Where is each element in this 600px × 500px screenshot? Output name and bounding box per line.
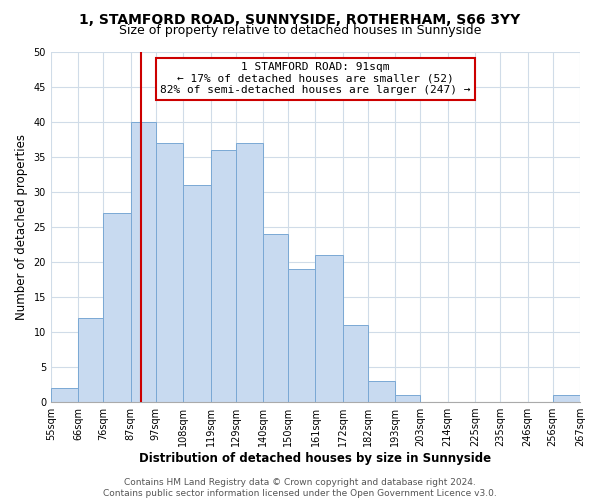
Bar (211, 150, 236, 402)
Bar (395, 395, 420, 402)
Bar (288, 269, 316, 402)
Bar (553, 395, 580, 402)
Bar (368, 381, 395, 402)
Y-axis label: Number of detached properties: Number of detached properties (15, 134, 28, 320)
Bar (103, 213, 131, 402)
Text: Size of property relative to detached houses in Sunnyside: Size of property relative to detached ho… (119, 24, 481, 37)
Text: 1 STAMFORD ROAD: 91sqm
← 17% of detached houses are smaller (52)
82% of semi-det: 1 STAMFORD ROAD: 91sqm ← 17% of detached… (160, 62, 471, 95)
X-axis label: Distribution of detached houses by size in Sunnyside: Distribution of detached houses by size … (139, 452, 491, 465)
Text: 1, STAMFORD ROAD, SUNNYSIDE, ROTHERHAM, S66 3YY: 1, STAMFORD ROAD, SUNNYSIDE, ROTHERHAM, … (79, 12, 521, 26)
Bar (156, 142, 183, 402)
Bar (236, 142, 263, 402)
Bar (343, 325, 368, 402)
Bar (263, 234, 288, 402)
Bar (51, 388, 79, 402)
Bar (183, 184, 211, 402)
Text: Contains HM Land Registry data © Crown copyright and database right 2024.
Contai: Contains HM Land Registry data © Crown c… (103, 478, 497, 498)
Bar (131, 122, 156, 402)
Bar (316, 255, 343, 402)
Bar (79, 318, 103, 402)
